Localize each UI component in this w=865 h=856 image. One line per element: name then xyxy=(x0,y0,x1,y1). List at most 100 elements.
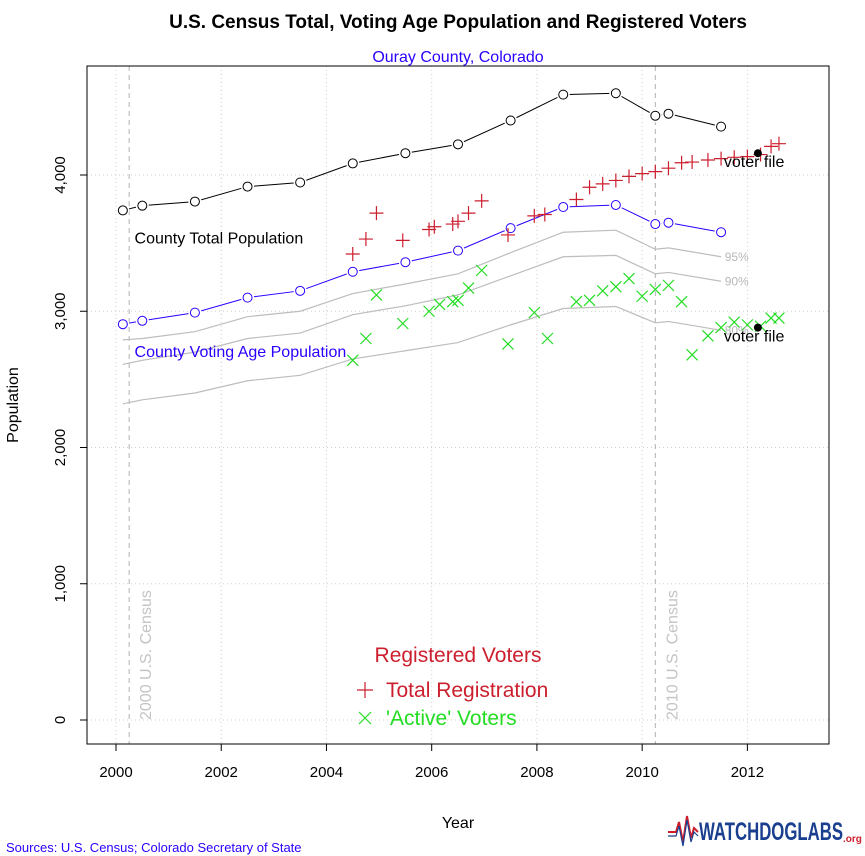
population-series xyxy=(116,86,728,331)
legend-title: Registered Voters xyxy=(375,644,542,667)
band-label-95: 95% xyxy=(725,250,749,264)
active-voters-point xyxy=(596,284,609,297)
legend-item-active-voters: 'Active' Voters xyxy=(358,707,517,730)
band-90-line-1 xyxy=(655,271,722,282)
heartbeat-icon xyxy=(668,815,699,843)
active-voters-point xyxy=(623,272,635,285)
heartbeat-icon-shadow xyxy=(668,819,699,847)
chart-subtitle: Ouray County, Colorado xyxy=(372,49,543,66)
county-voting-age-population-point xyxy=(137,315,148,326)
confidence-bands xyxy=(122,229,722,405)
active-voters-point xyxy=(741,318,754,331)
county-total-population-point xyxy=(505,115,516,126)
active-voters-point xyxy=(346,354,359,367)
county-total-population-point xyxy=(610,88,621,99)
active-voters-point xyxy=(433,298,446,311)
county-voting-age-population-point xyxy=(453,245,463,256)
x-icon xyxy=(358,711,372,725)
total-registration-point xyxy=(345,247,360,262)
active-voters-point xyxy=(583,294,596,307)
county-total-population-point xyxy=(453,139,463,150)
x-tick-label-2002: 2002 xyxy=(205,764,238,781)
y-axis-label: Population xyxy=(5,367,22,443)
total-registration-point xyxy=(727,150,742,165)
grid-lines xyxy=(87,66,829,744)
band-90-line-0 xyxy=(122,254,656,365)
active-voters-point xyxy=(541,332,554,345)
total-registration-point xyxy=(635,166,650,181)
band-95-line-1 xyxy=(655,247,722,258)
county-total-population-point xyxy=(558,89,569,100)
voter-file-point xyxy=(753,149,762,158)
county-voting-age-population-point xyxy=(189,307,200,318)
y-tick-label-1000: 1,000 xyxy=(52,565,69,603)
chart-title: U.S. Census Total, Voting Age Population… xyxy=(169,12,747,33)
y-tick-label-2000: 2,000 xyxy=(52,429,69,467)
active-voters-point xyxy=(649,283,662,296)
plus-icon xyxy=(357,682,373,698)
voter-file-label-1: voter file xyxy=(724,329,785,346)
band-label-90: 90% xyxy=(725,274,749,288)
x-tick-label-2012: 2012 xyxy=(731,764,764,781)
total-registration-point xyxy=(358,232,373,247)
legend-label-active-voters: 'Active' Voters xyxy=(386,707,517,730)
active-voters-point xyxy=(715,321,728,334)
active-voters-point xyxy=(636,290,649,303)
legend-item-total-registration: Total Registration xyxy=(357,679,548,702)
sources-note: Sources: U.S. Census; Colorado Secretary… xyxy=(6,840,302,855)
census-lines: 2000 U.S. Census 2010 U.S. Census xyxy=(128,66,681,744)
total-registration-point xyxy=(569,192,584,207)
y-axis: 0 1,000 2,000 3,000 4,000 xyxy=(52,156,88,724)
county-voting-age-population-point xyxy=(117,319,128,330)
plot-frame xyxy=(86,65,830,745)
county-voting-age-population-point xyxy=(347,266,358,277)
active-voters-point xyxy=(728,316,741,329)
total-registration-point xyxy=(527,208,542,223)
active-voters-point xyxy=(475,264,488,277)
total-registration-point xyxy=(771,136,786,151)
annotation-county-total-population: County Total Population xyxy=(135,231,304,248)
total-registration-point xyxy=(608,173,623,188)
active-voters-point xyxy=(686,348,699,361)
county-total-population-point xyxy=(242,181,253,192)
county-total-population-point xyxy=(400,148,411,159)
total-registration-point xyxy=(461,206,476,221)
legend-label-total-registration: Total Registration xyxy=(386,679,548,702)
x-axis-label: Year xyxy=(442,815,475,832)
county-voting-age-population-point xyxy=(610,199,621,210)
y-tick-label-4000: 4,000 xyxy=(52,156,69,194)
county-total-population-point xyxy=(650,110,661,121)
active-voters-point xyxy=(452,294,464,307)
active-voters-point xyxy=(359,332,372,345)
y-tick-label-3000: 3,000 xyxy=(52,292,69,330)
total-registration-point xyxy=(537,207,552,222)
census-label-0: 2000 U.S. Census xyxy=(138,590,155,720)
active-voters-point xyxy=(462,282,475,295)
total-registration-point xyxy=(700,153,715,168)
registration-points xyxy=(345,136,786,367)
county-voting-age-population-point xyxy=(558,202,569,213)
y-tick-label-0: 0 xyxy=(52,716,69,724)
active-voters-point xyxy=(675,295,688,308)
legend: Registered Voters Total Registration 'Ac… xyxy=(357,644,548,730)
active-voters-point xyxy=(423,305,435,318)
census-label-1: 2010 U.S. Census xyxy=(664,590,681,720)
active-voters-point xyxy=(609,280,622,293)
active-voters-point xyxy=(370,288,383,301)
band-95-line-0 xyxy=(122,229,656,341)
county-total-population-point xyxy=(189,196,200,207)
total-registration-point xyxy=(714,151,729,166)
county-total-population-line-0 xyxy=(122,92,656,211)
total-registration-point xyxy=(500,227,515,242)
county-voting-age-population-point xyxy=(400,257,411,268)
county-total-population-point xyxy=(117,205,128,216)
county-voting-age-population-point xyxy=(650,219,661,230)
active-voters-point xyxy=(701,329,714,342)
total-registration-point xyxy=(474,193,489,208)
total-registration-point xyxy=(582,180,597,195)
watchdoglabs-logo: WATCHDOGLABS .org xyxy=(668,815,862,847)
county-voting-age-population-point xyxy=(663,217,674,228)
total-registration-point xyxy=(395,233,410,248)
